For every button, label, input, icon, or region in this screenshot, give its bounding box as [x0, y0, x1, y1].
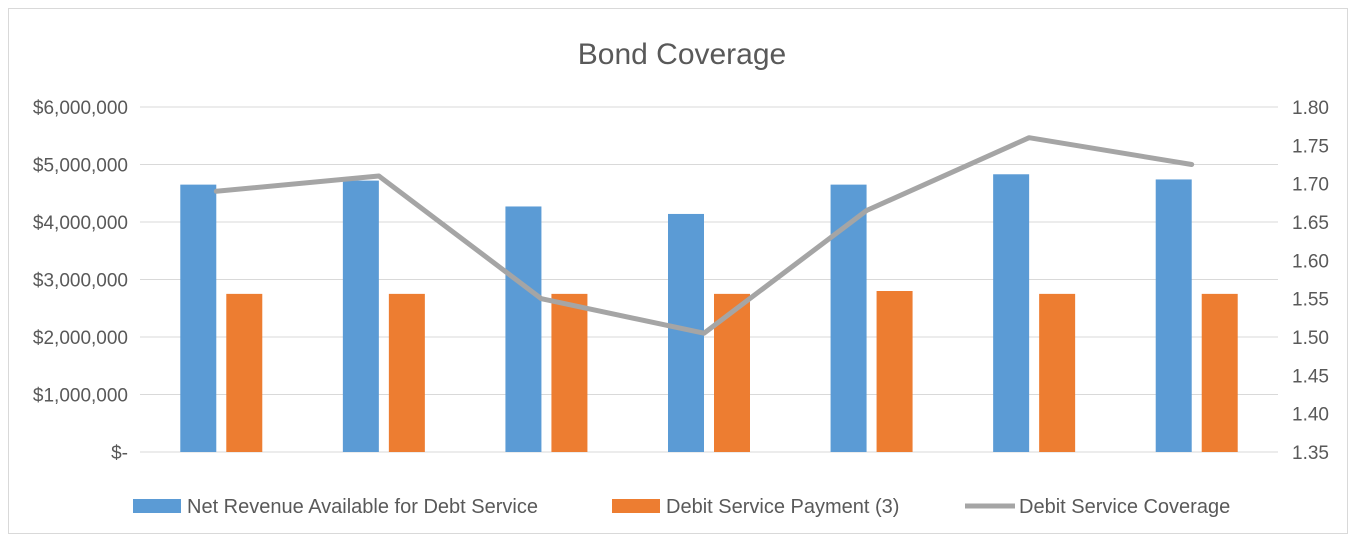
- right-axis-tick-label: 1.50: [1292, 328, 1329, 349]
- legend-swatch: [612, 499, 660, 513]
- right-axis-tick-label: 1.60: [1292, 251, 1329, 272]
- left-axis-tick-label: $5,000,000: [33, 156, 128, 177]
- bars: [180, 174, 1238, 452]
- bar-debt-service-payment: [551, 293, 588, 452]
- bar-debt-service-payment: [714, 293, 750, 452]
- coverage-series-line: [213, 135, 1195, 336]
- legend-label: Debit Service Coverage: [1019, 496, 1230, 518]
- left-axis-tick-label: $4,000,000: [33, 213, 128, 234]
- bar-net-revenue: [505, 206, 542, 452]
- coverage-line: [213, 135, 1195, 336]
- chart-title: Bond Coverage: [578, 38, 786, 71]
- left-axis-ticks: $- $1,000,000 $2,000,000 $3,000,000 $4,000,0…: [33, 98, 128, 464]
- legend-item: Debit Service Payment (3): [612, 496, 899, 518]
- bar-net-revenue: [1155, 179, 1192, 452]
- bar-net-revenue: [993, 174, 1030, 452]
- bar-debt-service-payment: [226, 293, 263, 452]
- bar-debt-service-payment: [388, 293, 425, 452]
- bar-debt-service-payment: [1201, 293, 1238, 452]
- right-axis-tick-label: 1.40: [1292, 405, 1329, 426]
- right-axis-tick-label: 1.75: [1292, 136, 1329, 157]
- left-axis-tick-label: $6,000,000: [33, 98, 128, 119]
- legend-item: Net Revenue Available for Debt Service: [133, 496, 538, 518]
- bar-net-revenue: [830, 184, 867, 452]
- bar-debt-service-payment: [876, 291, 913, 452]
- bar-net-revenue: [342, 180, 379, 452]
- right-axis-tick-label: 1.80: [1292, 98, 1329, 119]
- right-axis-ticks: 1.35 1.40 1.45 1.50 1.55 1.60 1.65 1.70 1.75 1.80: [1292, 98, 1329, 464]
- legend-label: Debit Service Payment (3): [666, 496, 899, 518]
- gridlines: [140, 106, 1278, 453]
- right-axis-tick-label: 1.35: [1292, 443, 1329, 464]
- legend-item: Debit Service Coverage: [965, 496, 1230, 518]
- bar-debt-service-payment: [1039, 293, 1076, 452]
- right-axis-tick-label: 1.45: [1292, 366, 1329, 387]
- right-axis-tick-label: 1.65: [1292, 213, 1329, 234]
- legend-label: Net Revenue Available for Debt Service: [187, 496, 538, 518]
- legend-swatch: [133, 499, 181, 513]
- legend: Net Revenue Available for Debt Service De…: [133, 496, 1230, 518]
- left-axis-tick-label: $3,000,000: [33, 271, 128, 292]
- bar-net-revenue: [180, 184, 217, 452]
- left-axis-tick-label: $2,000,000: [33, 328, 128, 349]
- right-axis-tick-label: 1.70: [1292, 175, 1329, 196]
- left-axis-tick-label: $1,000,000: [33, 386, 128, 407]
- left-axis-tick-label: $-: [111, 443, 128, 464]
- right-axis-tick-label: 1.55: [1292, 290, 1329, 311]
